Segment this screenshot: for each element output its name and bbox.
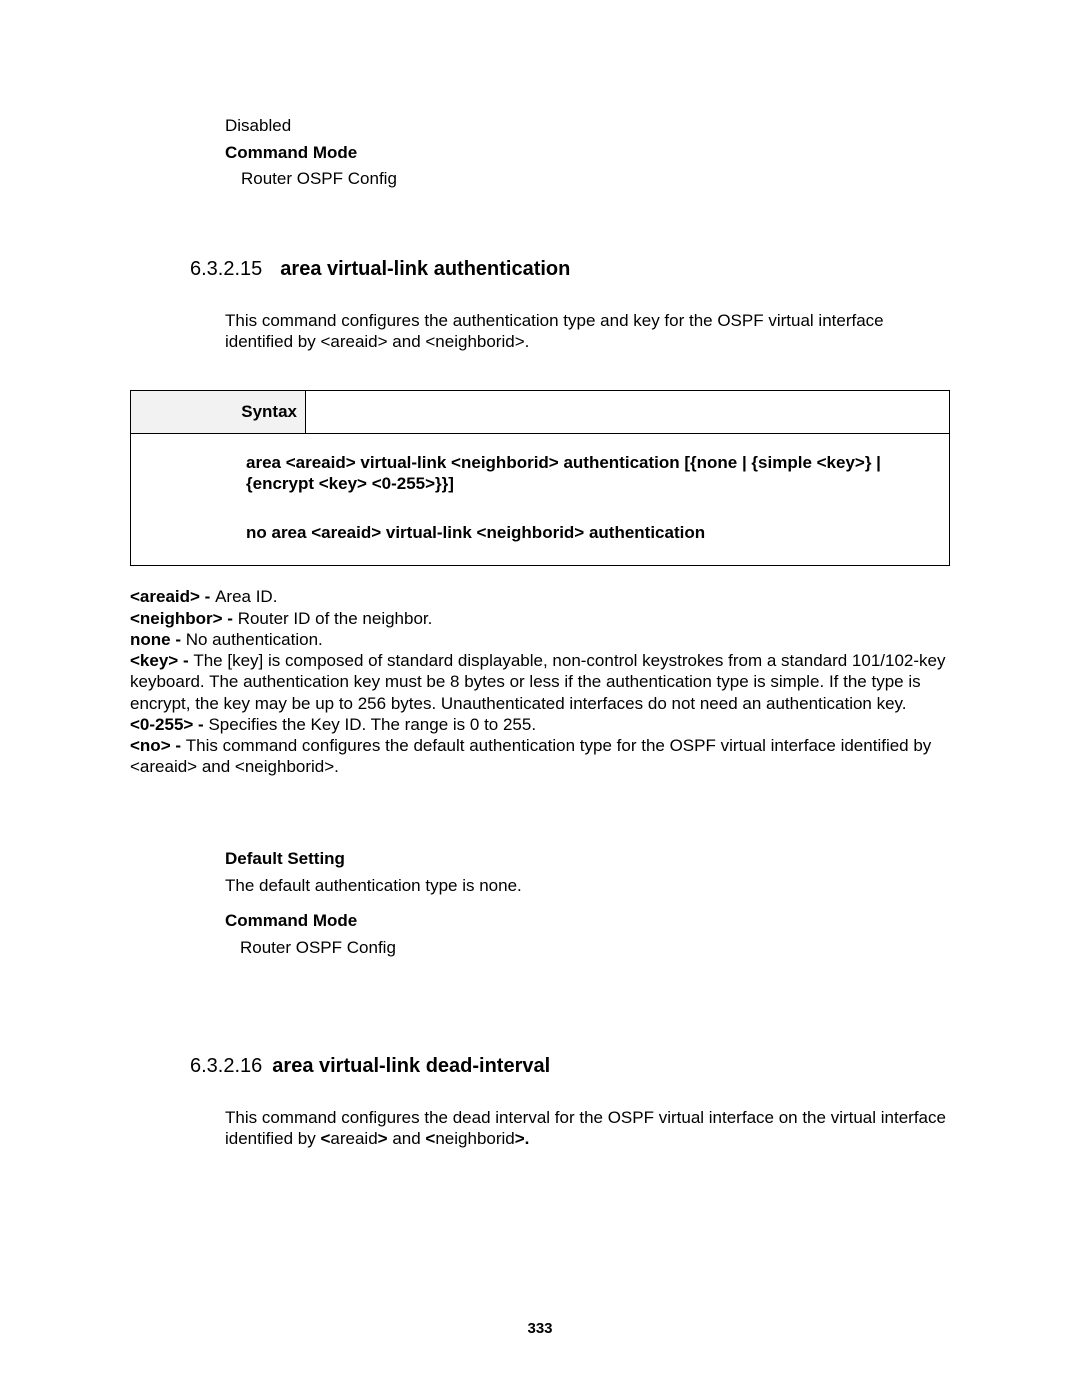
section-number-1: 6.3.2.15 (190, 258, 262, 280)
param-term: <key> - (130, 651, 193, 670)
section-number-2: 6.3.2.16 (190, 1055, 262, 1077)
syntax-box: Syntax area <areaid> virtual-link <neigh… (130, 390, 950, 566)
param-desc: Specifies the Key ID. The range is 0 to … (208, 715, 536, 734)
syntax-header: Syntax (131, 391, 949, 433)
syntax-label: Syntax (131, 391, 306, 432)
parameters-block: <areaid> - Area ID. <neighbor> - Router … (130, 586, 950, 777)
param-term: <0-255> - (130, 715, 208, 734)
param-row: <areaid> - Area ID. (130, 586, 950, 607)
param-desc: The [key] is composed of standard displa… (130, 651, 946, 713)
syntax-line-2: no area <areaid> virtual-link <neighbori… (246, 522, 929, 543)
command-mode-value: Router OSPF Config (241, 168, 950, 189)
default-setting-label: Default Setting (225, 848, 950, 869)
page: Disabled Command Mode Router OSPF Config… (0, 0, 1080, 1397)
neighborid-open: < (425, 1129, 435, 1148)
param-term: <neighbor> - (130, 609, 238, 628)
param-desc: No authentication. (186, 630, 323, 649)
section2-description: This command configures the dead interva… (225, 1107, 950, 1150)
and-text: and (388, 1129, 426, 1148)
param-desc: Area ID. (215, 587, 277, 606)
default-setting-value: The default authentication type is none. (225, 875, 950, 896)
neighborid-text: neighborid (435, 1129, 514, 1148)
content-area: Disabled Command Mode Router OSPF Config… (0, 0, 1080, 1149)
command-mode-value-2: Router OSPF Config (240, 937, 950, 958)
param-desc: Router ID of the neighbor. (238, 609, 433, 628)
command-mode-label: Command Mode (225, 142, 950, 163)
param-term: none - (130, 630, 186, 649)
param-desc: This command configures the default auth… (130, 736, 931, 776)
areaid-close: > (378, 1129, 388, 1148)
section-title-2: area virtual-link dead-interval (272, 1055, 550, 1077)
param-row: <key> - The [key] is composed of standar… (130, 650, 950, 714)
param-row: <0-255> - Specifies the Key ID. The rang… (130, 714, 950, 735)
areaid-text: areaid (330, 1129, 377, 1148)
section-heading-2: 6.3.2.16 area virtual-link dead-interval (190, 1054, 950, 1079)
neighborid-close: >. (515, 1129, 530, 1148)
disabled-text: Disabled (225, 115, 950, 136)
param-row: none - No authentication. (130, 629, 950, 650)
param-row: <neighbor> - Router ID of the neighbor. (130, 608, 950, 629)
settings-block: Default Setting The default authenticati… (130, 848, 950, 959)
section-heading-1: 6.3.2.15 area virtual-link authentication (190, 257, 950, 282)
param-row: <no> - This command configures the defau… (130, 735, 950, 778)
syntax-body: area <areaid> virtual-link <neighborid> … (131, 434, 949, 566)
areaid-open: < (320, 1129, 330, 1148)
top-block: Disabled Command Mode Router OSPF Config (225, 115, 950, 189)
param-term: <no> - (130, 736, 186, 755)
param-term: <areaid> - (130, 587, 215, 606)
syntax-line-1: area <areaid> virtual-link <neighborid> … (246, 452, 929, 495)
syntax-header-spacer (306, 391, 949, 432)
page-number: 333 (0, 1320, 1080, 1337)
command-mode-label-2: Command Mode (225, 910, 950, 931)
section1-description: This command configures the authenticati… (225, 310, 950, 353)
section-title-1: area virtual-link authentication (280, 258, 570, 280)
